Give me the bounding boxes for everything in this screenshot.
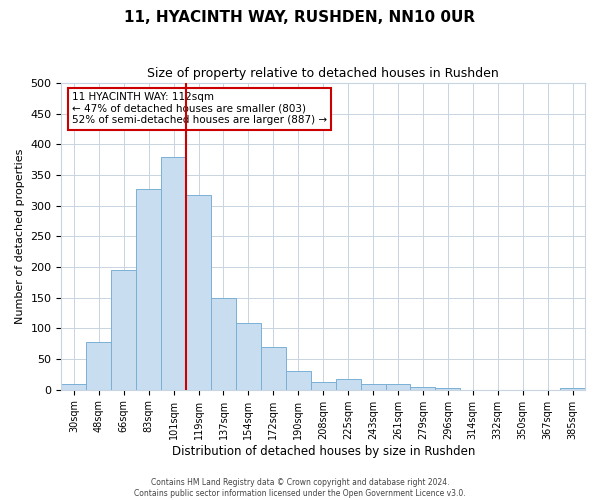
X-axis label: Distribution of detached houses by size in Rushden: Distribution of detached houses by size … [172,444,475,458]
Y-axis label: Number of detached properties: Number of detached properties [15,148,25,324]
Bar [111,270,136,390]
Bar [560,388,585,390]
Bar [161,156,186,390]
Bar [211,298,236,390]
Bar [361,384,386,390]
Bar [436,388,460,390]
Bar [61,384,86,390]
Bar [335,378,361,390]
Bar [136,188,161,390]
Bar [311,382,335,390]
Bar [186,194,211,390]
Bar [261,347,286,390]
Bar [286,372,311,390]
Bar [86,342,111,390]
Bar [386,384,410,390]
Text: 11, HYACINTH WAY, RUSHDEN, NN10 0UR: 11, HYACINTH WAY, RUSHDEN, NN10 0UR [124,10,476,25]
Bar [410,386,436,390]
Text: 11 HYACINTH WAY: 112sqm
← 47% of detached houses are smaller (803)
52% of semi-d: 11 HYACINTH WAY: 112sqm ← 47% of detache… [72,92,327,126]
Bar [236,324,261,390]
Title: Size of property relative to detached houses in Rushden: Size of property relative to detached ho… [148,68,499,80]
Text: Contains HM Land Registry data © Crown copyright and database right 2024.
Contai: Contains HM Land Registry data © Crown c… [134,478,466,498]
